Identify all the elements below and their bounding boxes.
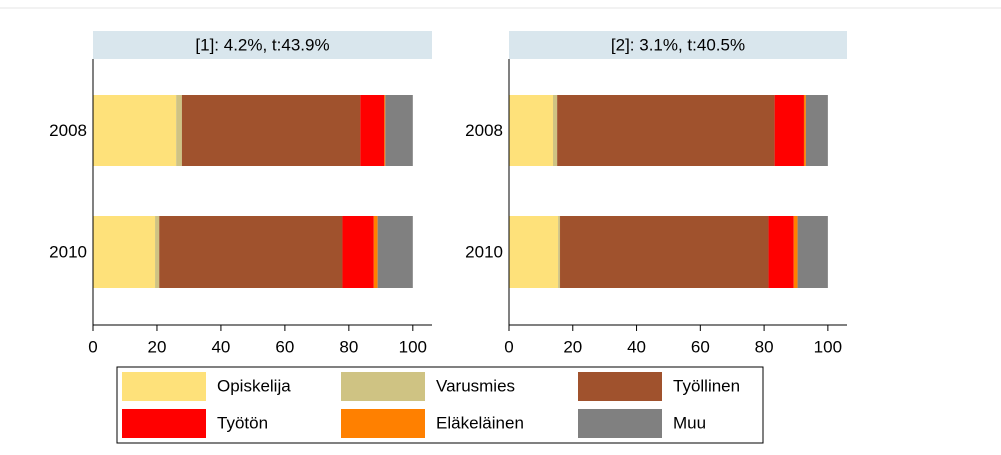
- bar-segment: [557, 95, 775, 166]
- legend-swatch: [578, 372, 662, 401]
- bar-segment: [768, 216, 794, 288]
- legend-label: Muu: [673, 413, 706, 432]
- panel-title-bg: [509, 31, 847, 59]
- legend-swatch: [341, 372, 425, 401]
- x-tick-label: 0: [504, 337, 513, 356]
- legend-swatch: [341, 409, 425, 438]
- x-tick-label: 0: [88, 337, 97, 356]
- x-tick-label: 60: [275, 337, 294, 356]
- bar-segment: [93, 95, 177, 166]
- y-tick-label: 2010: [465, 242, 503, 261]
- panel-title: [1]: 4.2%, t:43.9%: [195, 35, 329, 54]
- x-tick-label: 100: [399, 337, 427, 356]
- bar-segment: [155, 216, 160, 288]
- x-tick-label: 40: [211, 337, 230, 356]
- bar-segment: [793, 216, 798, 288]
- bar-segment: [181, 95, 361, 166]
- legend-label: Opiskelija: [217, 376, 291, 395]
- bar-segment: [360, 95, 385, 166]
- bar-segment: [797, 216, 828, 288]
- legend-label: Eläkeläinen: [436, 413, 524, 432]
- bar-segment: [385, 95, 413, 166]
- x-tick-label: 20: [563, 337, 582, 356]
- legend-swatch: [578, 409, 662, 438]
- panel-title-bg: [93, 31, 432, 59]
- y-tick-label: 2010: [49, 242, 87, 261]
- x-tick-label: 60: [691, 337, 710, 356]
- bar-segment: [553, 95, 558, 166]
- bar-segment: [509, 95, 554, 166]
- bar-segment: [342, 216, 374, 288]
- x-tick-label: 40: [627, 337, 646, 356]
- x-tick-label: 80: [339, 337, 358, 356]
- bar-segment: [159, 216, 343, 288]
- bar-segment: [774, 95, 804, 166]
- bar-segment: [93, 216, 156, 288]
- bar-segment: [176, 95, 182, 166]
- y-tick-label: 2008: [465, 121, 503, 140]
- x-tick-label: 20: [148, 337, 167, 356]
- legend-label: Varusmies: [436, 376, 515, 395]
- y-tick-label: 2008: [49, 121, 87, 140]
- bar-segment: [384, 95, 386, 166]
- bar-segment: [509, 216, 559, 288]
- legend-label: Työtön: [217, 413, 268, 432]
- bar-segment: [558, 216, 561, 288]
- bar-segment: [805, 95, 828, 166]
- bar-segment: [373, 216, 378, 288]
- bar-segment: [560, 216, 769, 288]
- panel-title: [2]: 3.1%, t:40.5%: [611, 35, 745, 54]
- x-tick-label: 100: [814, 337, 842, 356]
- x-tick-label: 80: [755, 337, 774, 356]
- legend-label: Työllinen: [673, 376, 740, 395]
- legend-swatch: [122, 372, 206, 401]
- bar-segment: [377, 216, 413, 288]
- legend-swatch: [122, 409, 206, 438]
- bar-segment: [803, 95, 806, 166]
